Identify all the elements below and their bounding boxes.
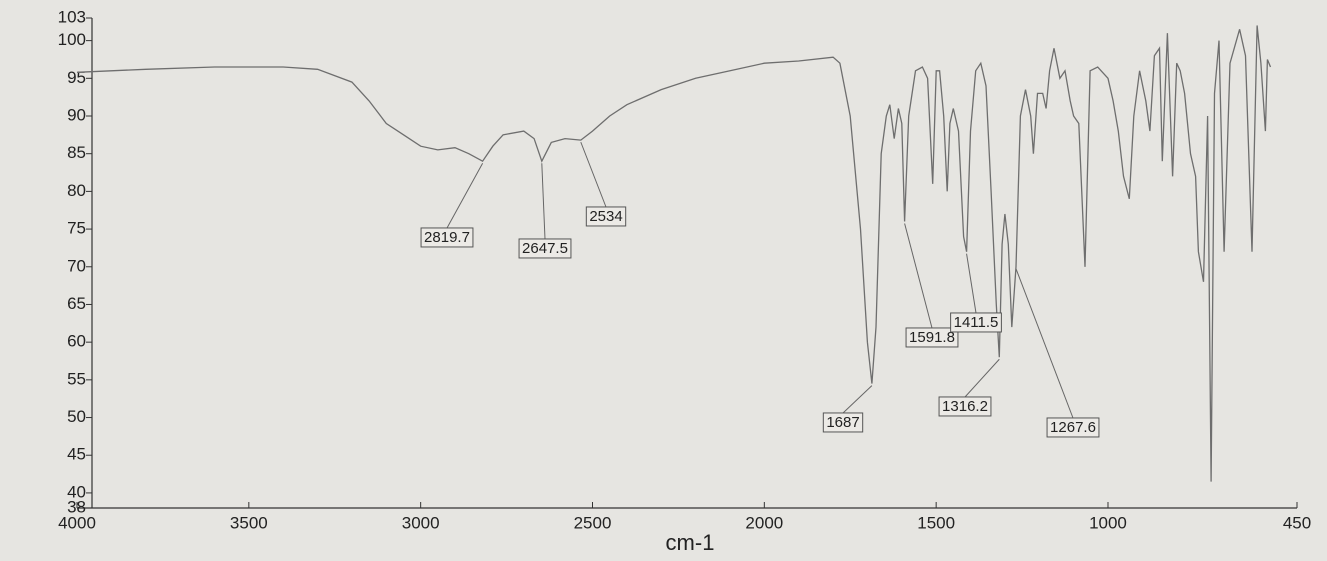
y-tick-label: 45 bbox=[67, 445, 86, 464]
peak-leader bbox=[842, 385, 873, 414]
peak-leader bbox=[964, 358, 1000, 398]
peak-label: 2534 bbox=[589, 208, 622, 225]
y-tick-label: 65 bbox=[67, 294, 86, 313]
x-tick-label: 450 bbox=[1283, 513, 1311, 532]
peak-label-box bbox=[938, 396, 992, 417]
y-tick-label: 85 bbox=[67, 143, 86, 162]
peak-label: 1267.6 bbox=[1050, 419, 1096, 436]
peak-label-box bbox=[950, 312, 1002, 333]
y-tick-label: 55 bbox=[67, 369, 86, 388]
peak-leader bbox=[580, 141, 607, 208]
peak-label-box bbox=[1046, 417, 1100, 438]
x-tick-label: 2000 bbox=[745, 513, 783, 532]
y-tick-label: 75 bbox=[67, 219, 86, 238]
peak-label-box bbox=[822, 412, 864, 433]
peak-label: 2647.5 bbox=[522, 240, 568, 257]
peak-label: 1591.8 bbox=[909, 329, 955, 346]
y-tick-label: 70 bbox=[67, 256, 86, 275]
peak-label: 1316.2 bbox=[942, 398, 988, 415]
y-tick-label: 103 bbox=[58, 7, 86, 26]
x-tick-label: 4000 bbox=[58, 513, 96, 532]
y-tick-label: 40 bbox=[67, 482, 86, 501]
peak-leader bbox=[1015, 268, 1074, 419]
x-axis-label: cm-1 bbox=[666, 530, 715, 555]
x-tick-label: 1000 bbox=[1089, 513, 1127, 532]
peak-label-box bbox=[420, 227, 474, 248]
spectrum-line bbox=[76, 25, 1272, 482]
y-tick-label: 95 bbox=[67, 68, 86, 87]
peak-leader bbox=[966, 253, 977, 314]
x-tick-label: 1500 bbox=[917, 513, 955, 532]
y-tick-label: 90 bbox=[67, 105, 86, 124]
y-tick-label: 80 bbox=[67, 181, 86, 200]
peak-leader bbox=[904, 223, 933, 329]
y-tick-label: 50 bbox=[67, 407, 86, 426]
peak-label-box bbox=[518, 238, 572, 259]
peak-label-box bbox=[585, 206, 627, 227]
x-tick-label: 3500 bbox=[230, 513, 268, 532]
peak-label: 2819.7 bbox=[424, 229, 470, 246]
peak-label-box bbox=[905, 327, 959, 348]
y-tick-label: 100 bbox=[58, 30, 86, 49]
peak-leader bbox=[446, 162, 484, 229]
peak-label: 1411.5 bbox=[954, 314, 999, 331]
x-tick-label: 2500 bbox=[574, 513, 612, 532]
peak-leader bbox=[541, 163, 546, 240]
y-tick-label: 60 bbox=[67, 332, 86, 351]
peak-label: 1687 bbox=[826, 414, 859, 431]
x-tick-label: 3000 bbox=[402, 513, 440, 532]
